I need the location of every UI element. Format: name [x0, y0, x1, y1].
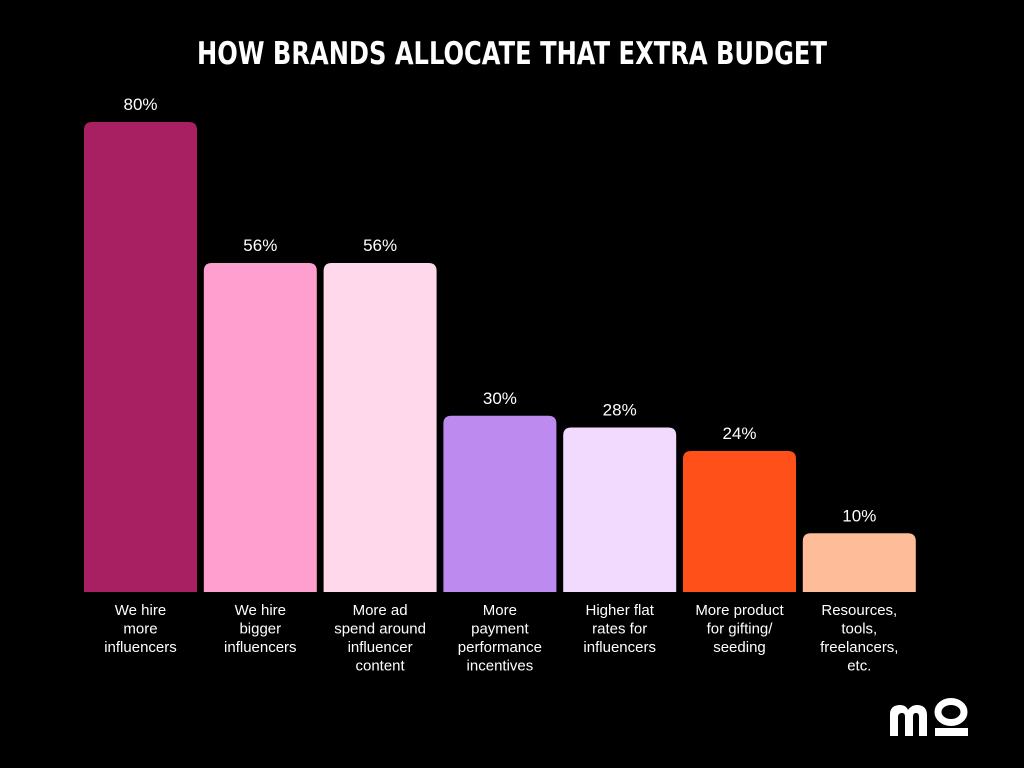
category-label-6-line-1: More product: [695, 602, 784, 619]
category-label-5-line-1: Higher flat: [586, 602, 655, 619]
bar-value-label-5: 28%: [603, 401, 637, 420]
category-label-2-line-2: bigger: [239, 621, 281, 638]
category-label-3-line-2: spend around: [334, 621, 426, 638]
chart-title: HOW BRANDS ALLOCATE THAT EXTRA BUDGET: [197, 36, 827, 72]
bar-1: [84, 122, 197, 592]
category-label-5-line-3: influencers: [583, 639, 656, 656]
category-label-7-line-1: Resources,: [821, 602, 897, 619]
category-label-5: Higher flat rates for influencers: [583, 602, 656, 656]
category-label-4: More payment performance incentives: [458, 602, 542, 675]
category-label-4-line-1: More: [483, 602, 517, 619]
category-label-6-line-2: for gifting/: [707, 621, 774, 638]
category-label-6: More product for gifting/seeding: [695, 602, 784, 656]
bars-group: [84, 122, 916, 592]
bar-6: [683, 451, 796, 592]
bar-5: [563, 427, 677, 592]
bar-value-label-1: 80%: [123, 95, 157, 114]
category-label-1-line-1: We hire: [115, 602, 166, 619]
category-label-2-line-3: influencers: [224, 639, 297, 656]
category-label-7: Resources, tools, freelancers, etc.: [820, 602, 898, 675]
bar-value-label-2: 56%: [243, 236, 277, 255]
category-label-7-line-2: tools,: [841, 621, 877, 638]
category-label-2: We hire bigger influencers: [224, 602, 297, 656]
bar-value-label-4: 30%: [483, 389, 517, 408]
bar-4: [443, 415, 557, 592]
category-label-7-line-4: etc.: [847, 658, 871, 675]
value-labels-group: 80% 56% 56% 30% 28% 24% 10%: [123, 95, 876, 525]
bar-2: [203, 263, 317, 592]
category-label-4-line-3: performance: [458, 639, 542, 656]
category-label-6-line-3: seeding: [713, 639, 766, 656]
category-label-2-line-1: We hire: [235, 602, 286, 619]
bar-value-label-3: 56%: [363, 236, 397, 255]
mo-logo-icon: [890, 698, 968, 736]
bar-7: [802, 533, 916, 592]
bar-3: [323, 263, 437, 592]
category-label-3-line-3: influencer: [348, 639, 413, 656]
category-label-3-line-1: More ad: [353, 602, 408, 619]
category-label-5-line-2: rates for: [592, 621, 647, 638]
bar-value-label-6: 24%: [722, 424, 756, 443]
category-label-3-line-4: content: [355, 658, 405, 675]
category-label-7-line-3: freelancers,: [820, 639, 898, 656]
category-label-1-line-2: more: [123, 621, 157, 638]
category-label-3: More ad spend around influencer content: [334, 602, 426, 675]
category-label-4-line-4: incentives: [467, 658, 534, 675]
bar-value-label-7: 10%: [842, 506, 876, 525]
category-label-1-line-3: influencers: [104, 639, 177, 656]
category-label-1: We hire more influencers: [104, 602, 177, 656]
category-label-4-line-2: payment: [471, 621, 529, 638]
